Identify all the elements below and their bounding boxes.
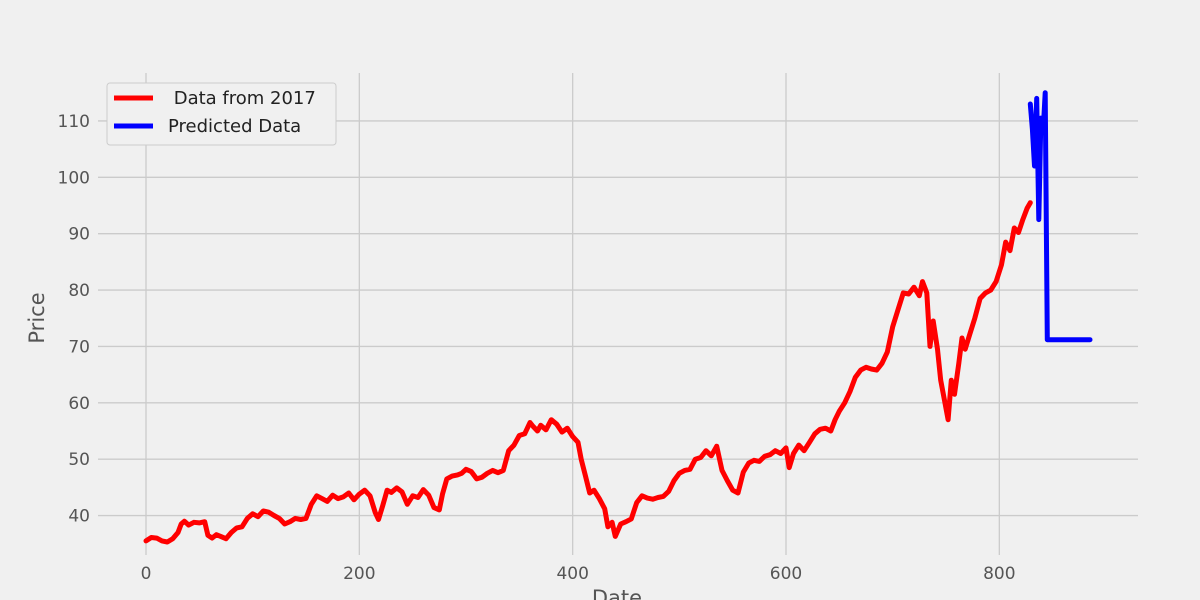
x-tick-label: 800 [983,564,1015,584]
x-tick-label: 600 [770,564,802,584]
series-line-data-from-2017 [143,200,1033,545]
legend-label-predicted: Predicted Data [168,116,301,137]
legend-box [106,82,337,146]
y-tick-label: 40 [68,507,90,527]
grid-lines [98,73,1138,555]
y-tick-label: 70 [68,337,90,357]
y-tick-label: 80 [68,281,90,301]
y-axis-label: Price [25,292,49,343]
y-tick-label: 110 [58,112,90,132]
tick-labels: 40 50 60 70 80 90 100 110 0 200 400 600 800 [58,112,1016,584]
series-lines [143,90,1093,545]
x-tick-label: 0 [141,564,152,584]
x-axis-label: Date [592,586,642,600]
series-line-predicted-data [1027,90,1093,343]
legend: Data from 2017 Predicted Data [106,82,337,146]
y-tick-label: 60 [68,394,90,414]
x-tick-label: 200 [343,564,375,584]
legend-label-data: Data from 2017 [168,88,316,109]
y-tick-label: 50 [68,450,90,470]
y-tick-label: 100 [58,168,90,188]
y-tick-label: 90 [68,225,90,245]
x-tick-label: 400 [556,564,588,584]
